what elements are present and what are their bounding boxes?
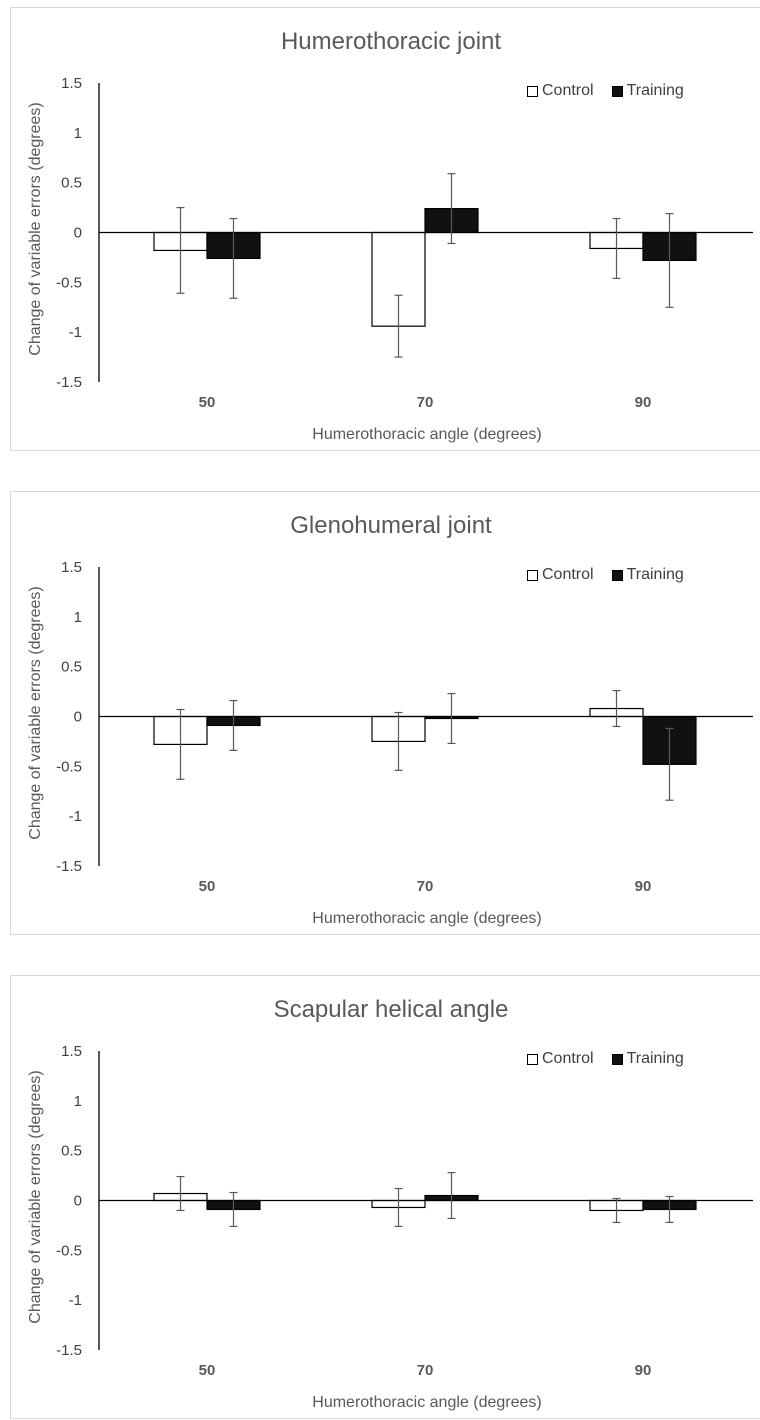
- y-axis-label: Change of variable errors (degrees): [27, 102, 44, 356]
- error-bar-training-50: [229, 217, 238, 299]
- y-tick-label: -1.5: [56, 1342, 82, 1359]
- y-tick-label: -1: [69, 324, 82, 341]
- y-tick-label: 0: [74, 1193, 82, 1210]
- x-tick-label: 90: [635, 1362, 652, 1379]
- chart-plot: 1.5 1 0.5 0 -0.5 -1 -1.5 50 70 90: [56, 75, 753, 411]
- legend: Control Training: [527, 1050, 684, 1068]
- chart-title: Scapular helical angle: [273, 996, 509, 1023]
- legend-label-training: Training: [626, 566, 684, 583]
- legend-swatch-training: [611, 1053, 623, 1065]
- error-bar-control-50: [176, 1175, 185, 1212]
- error-bar-control-70: [394, 294, 403, 358]
- y-tick-label: -1: [69, 1292, 82, 1309]
- x-axis-label: Humerothoracic angle (degrees): [312, 1394, 542, 1411]
- y-tick-label: -1: [69, 808, 82, 825]
- y-tick-label: 0.5: [61, 659, 82, 676]
- x-axis-label: Humerothoracic angle (degrees): [312, 426, 542, 443]
- legend-label-training: Training: [626, 1050, 684, 1067]
- y-axis-label: Change of variable errors (degrees): [27, 1070, 44, 1324]
- y-tick-label: 0: [74, 225, 82, 242]
- error-bar-control-90: [612, 217, 621, 279]
- x-tick-label: 50: [199, 394, 216, 411]
- error-bar-control-50: [176, 206, 185, 294]
- legend-swatch-training: [611, 85, 623, 97]
- chart-title: Humerothoracic joint: [280, 28, 502, 55]
- y-tick-label: -0.5: [56, 274, 82, 291]
- y-tick-label: -0.5: [56, 1242, 82, 1259]
- legend-label-control: Control: [542, 1050, 594, 1067]
- y-tick-label: 0.5: [61, 175, 82, 192]
- legend-label-training: Training: [626, 82, 684, 99]
- error-bar-training-90: [665, 212, 674, 308]
- y-tick-label: -1.5: [56, 374, 82, 391]
- error-bar-control-90: [612, 689, 621, 728]
- y-tick-label: 0.5: [61, 1143, 82, 1160]
- x-axis-label: Humerothoracic angle (degrees): [312, 910, 542, 927]
- error-bar-training-50: [229, 1191, 238, 1228]
- legend: Control Training: [527, 566, 684, 584]
- error-bar-training-90: [665, 727, 674, 801]
- x-tick-label: 90: [635, 878, 652, 895]
- y-tick-label: 1.5: [61, 559, 82, 576]
- error-bar-training-70: [447, 173, 456, 245]
- legend-swatch-training: [611, 569, 623, 581]
- y-axis-label: Change of variable errors (degrees): [27, 586, 44, 840]
- legend-label-control: Control: [542, 566, 594, 583]
- x-tick-label: 70: [417, 1362, 434, 1379]
- legend-swatch-control: [527, 1053, 538, 1065]
- y-tick-label: 1.5: [61, 75, 82, 92]
- x-tick-label: 50: [199, 1362, 216, 1379]
- error-bar-training-50: [229, 699, 238, 751]
- legend-swatch-control: [527, 569, 538, 581]
- chart-panel-glenohumeral: 1.5 1 0.5 0 -0.5 -1 -1.5 50 70 90 Glenohumeral jo…: [10, 491, 760, 935]
- x-tick-label: 70: [417, 878, 434, 895]
- chart-plot: 1.5 1 0.5 0 -0.5 -1 -1.5 50 70 90: [56, 559, 753, 895]
- error-bar-control-50: [176, 708, 185, 780]
- error-bar-training-70: [447, 692, 456, 745]
- y-tick-label: 1.5: [61, 1043, 82, 1060]
- x-tick-label: 90: [635, 394, 652, 411]
- y-tick-label: 1: [74, 125, 82, 142]
- y-tick-label: 0: [74, 709, 82, 726]
- x-tick-label: 70: [417, 394, 434, 411]
- y-tick-label: -0.5: [56, 758, 82, 775]
- chart-plot: 1.5 1 0.5 0 -0.5 -1 -1.5 50 70 90: [56, 1043, 753, 1379]
- error-bar-control-70: [394, 711, 403, 771]
- y-tick-label: -1.5: [56, 858, 82, 875]
- chart-panel-scapular: 1.5 1 0.5 0 -0.5 -1 -1.5 50 70 90 Scapular helica…: [10, 975, 760, 1419]
- legend-swatch-control: [527, 85, 538, 97]
- error-bar-training-90: [665, 1195, 674, 1224]
- error-bar-control-70: [394, 1187, 403, 1228]
- legend-label-control: Control: [542, 82, 594, 99]
- x-tick-label: 50: [199, 878, 216, 895]
- error-bar-training-70: [447, 1171, 456, 1220]
- chart-panel-humerothoracic: 1.5 1 0.5 0 -0.5 -1 -1.5 50 70 90 Humerothoracic …: [10, 7, 760, 451]
- y-tick-label: 1: [74, 609, 82, 626]
- chart-title: Glenohumeral joint: [290, 512, 492, 539]
- y-tick-label: 1: [74, 1093, 82, 1110]
- error-bar-control-90: [612, 1197, 621, 1224]
- legend: Control Training: [527, 82, 684, 100]
